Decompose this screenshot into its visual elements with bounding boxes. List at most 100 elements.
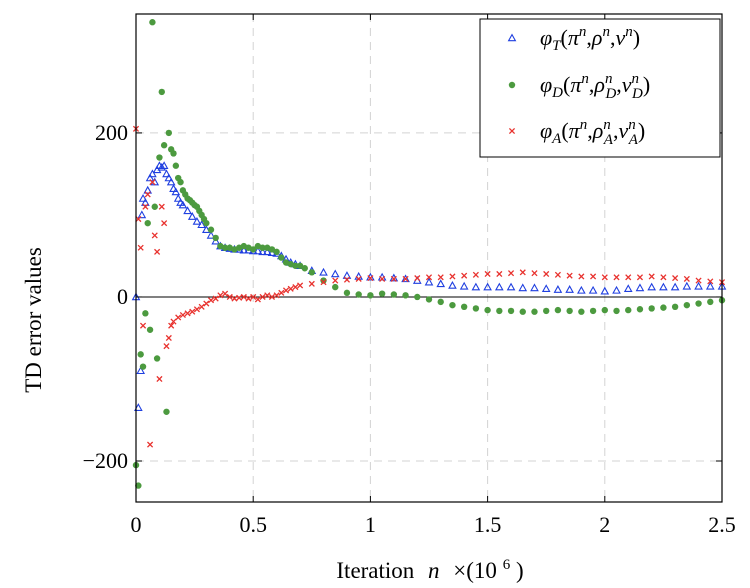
y-tick-label: 0 xyxy=(117,284,128,309)
data-point xyxy=(648,305,655,312)
data-points xyxy=(131,19,727,489)
data-point xyxy=(483,282,492,291)
series-A xyxy=(132,125,726,448)
data-point xyxy=(461,272,468,279)
data-point xyxy=(183,206,192,215)
data-point xyxy=(253,246,263,255)
data-point xyxy=(343,276,351,283)
data-point xyxy=(273,248,280,256)
data-point xyxy=(135,482,142,489)
data-point xyxy=(390,291,398,298)
data-point xyxy=(258,247,267,256)
data-point xyxy=(378,290,386,297)
data-point xyxy=(507,270,515,277)
x-axis-label-close: ) xyxy=(516,558,524,583)
data-point xyxy=(530,283,539,292)
data-point xyxy=(414,275,421,282)
data-point xyxy=(217,292,224,299)
data-point xyxy=(600,286,610,295)
data-point xyxy=(192,216,202,225)
data-point xyxy=(173,194,183,202)
data-point xyxy=(425,274,433,281)
data-point xyxy=(342,271,352,279)
data-point xyxy=(153,355,161,362)
x-tick-label: 2.5 xyxy=(708,512,736,537)
data-point xyxy=(151,203,158,210)
data-point xyxy=(460,303,468,310)
legend-item-T: φT(πn,ρn,vn) xyxy=(507,24,640,54)
data-point xyxy=(707,278,714,285)
data-point xyxy=(171,187,181,196)
data-point xyxy=(136,366,146,375)
legend-marker xyxy=(508,127,516,135)
data-point xyxy=(160,142,168,149)
data-point xyxy=(134,403,143,411)
data-point xyxy=(292,262,299,269)
data-point xyxy=(170,150,177,157)
data-point xyxy=(207,226,215,233)
y-axis-label: TD error values xyxy=(21,247,46,393)
data-point xyxy=(240,293,247,301)
data-point xyxy=(197,220,206,229)
data-point xyxy=(156,154,163,161)
data-point xyxy=(158,203,165,210)
data-point xyxy=(162,169,171,178)
data-point xyxy=(203,219,210,227)
data-point xyxy=(137,351,144,358)
data-point xyxy=(660,304,667,311)
data-point xyxy=(402,292,409,299)
data-point xyxy=(297,282,304,289)
data-point xyxy=(424,277,434,286)
data-point xyxy=(158,88,165,96)
y-tick-label: −200 xyxy=(83,448,128,473)
data-point xyxy=(245,295,252,302)
data-point xyxy=(137,244,144,251)
axis-ticks: 0 0.5 1 1.5 2 2.5 −200 0 200 xyxy=(83,14,736,537)
data-point xyxy=(472,305,480,312)
data-point xyxy=(262,247,272,256)
data-point xyxy=(494,282,504,291)
data-point xyxy=(301,265,308,272)
x-axis-label-text: Iteration xyxy=(336,558,414,583)
data-point xyxy=(343,289,351,297)
data-point xyxy=(296,262,304,269)
data-point xyxy=(496,307,503,315)
data-point xyxy=(184,310,191,317)
data-point xyxy=(449,301,456,309)
data-point xyxy=(613,307,620,315)
data-point xyxy=(683,301,691,309)
data-point xyxy=(259,244,266,251)
data-point xyxy=(222,290,229,297)
data-point xyxy=(144,191,151,198)
data-point xyxy=(268,293,276,301)
data-point xyxy=(459,281,469,290)
data-point xyxy=(151,232,158,239)
data-point xyxy=(578,308,585,315)
data-point xyxy=(147,441,154,448)
data-point xyxy=(330,269,340,278)
data-point xyxy=(355,291,362,298)
data-point xyxy=(161,220,168,227)
data-point xyxy=(135,215,142,223)
data-point xyxy=(472,271,479,278)
data-point xyxy=(695,277,702,284)
legend-label: φA(πn,ρn A,vn A) xyxy=(540,117,645,148)
data-point xyxy=(519,269,526,276)
data-point xyxy=(319,267,328,276)
data-point xyxy=(142,203,149,210)
data-point xyxy=(518,283,528,292)
data-point xyxy=(156,375,163,383)
data-point xyxy=(449,273,456,280)
x-axis-label-exp: 6 xyxy=(503,557,511,573)
data-point xyxy=(543,270,550,278)
data-point xyxy=(166,177,176,186)
data-point xyxy=(154,248,161,255)
data-point xyxy=(226,293,233,301)
plot-frame xyxy=(135,13,723,503)
data-point xyxy=(139,363,147,370)
legend-item-A: φA(πn,ρn A,vn A) xyxy=(508,117,645,148)
data-point xyxy=(169,184,178,192)
data-point xyxy=(163,343,170,350)
data-point xyxy=(612,285,621,294)
